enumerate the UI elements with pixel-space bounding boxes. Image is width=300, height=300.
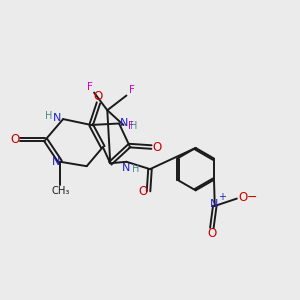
Text: +: + <box>218 192 226 202</box>
Text: H: H <box>132 164 139 174</box>
Text: O: O <box>94 91 103 103</box>
Text: F: F <box>128 122 134 131</box>
Text: O: O <box>207 227 217 240</box>
Text: N: N <box>210 200 218 209</box>
Text: F: F <box>87 82 93 92</box>
Text: H: H <box>130 122 137 131</box>
Text: CH₃: CH₃ <box>51 186 69 196</box>
Text: O: O <box>239 190 248 204</box>
Text: O: O <box>138 185 147 198</box>
Text: O: O <box>153 141 162 154</box>
Text: O: O <box>11 133 20 146</box>
Text: −: − <box>246 190 257 204</box>
Text: N: N <box>52 112 61 123</box>
Text: N: N <box>120 118 129 128</box>
Text: F: F <box>129 85 135 95</box>
Text: N: N <box>52 157 60 167</box>
Text: N: N <box>122 163 130 173</box>
Text: H: H <box>45 111 52 121</box>
